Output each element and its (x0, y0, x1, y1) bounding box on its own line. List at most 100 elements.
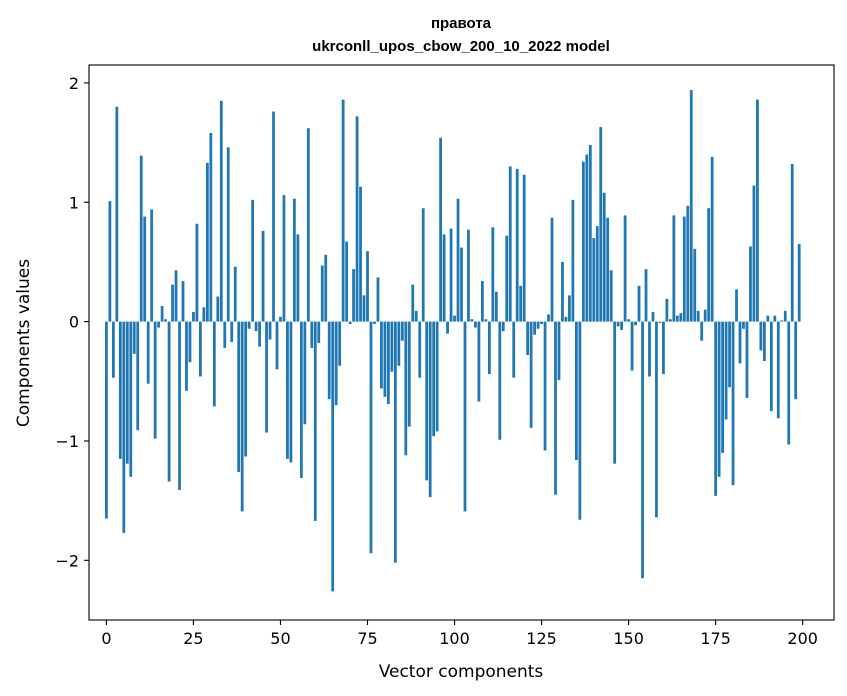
bar-57 (303, 321, 307, 425)
bar-175 (714, 321, 718, 496)
bar-118 (515, 168, 519, 322)
bar-111 (491, 227, 495, 322)
bar-170 (696, 310, 700, 322)
bar-138 (585, 154, 589, 322)
bar-96 (439, 137, 443, 322)
bar-15 (157, 321, 161, 328)
bar-12 (146, 321, 150, 384)
bar-121 (526, 321, 530, 356)
bar-199 (797, 244, 801, 322)
x-tick-label: 75 (357, 629, 377, 648)
bar-193 (776, 321, 780, 419)
bar-71 (352, 269, 355, 322)
bar-197 (790, 164, 794, 322)
bar-21 (178, 321, 181, 490)
bar-38 (237, 321, 241, 472)
chart-subtitle: ukrconll_upos_cbow_200_10_2022 model (312, 38, 610, 55)
bar-149 (623, 215, 627, 322)
bar-130 (557, 321, 561, 381)
x-tick-label: 125 (526, 629, 557, 648)
bar-72 (355, 116, 359, 322)
bar-103 (463, 321, 467, 512)
bar-139 (588, 144, 592, 322)
bar-171 (700, 321, 704, 341)
bar-168 (689, 90, 693, 322)
bar-68 (341, 99, 345, 322)
x-tick-label: 200 (787, 629, 818, 648)
bar-77 (373, 321, 376, 324)
bar-41 (247, 321, 251, 329)
plot-frame (88, 64, 835, 621)
bar-26 (195, 223, 199, 322)
bar-91 (421, 208, 425, 322)
bar-63 (324, 254, 328, 322)
bar-53 (289, 321, 293, 463)
bar-125 (540, 321, 543, 324)
bar-34 (223, 321, 227, 348)
bar-187 (756, 99, 759, 322)
bar-108 (481, 281, 484, 322)
bar-43 (254, 321, 258, 332)
bar-107 (477, 321, 481, 402)
bar-169 (693, 248, 697, 322)
bar-42 (251, 199, 255, 322)
bar-115 (505, 235, 509, 322)
bar-80 (383, 321, 387, 397)
bar-50 (279, 316, 282, 322)
bar-145 (609, 270, 613, 322)
bar-23 (185, 321, 188, 391)
bar-144 (606, 217, 610, 322)
bar-61 (317, 321, 321, 344)
bar-135 (574, 321, 578, 461)
bar-156 (648, 321, 651, 377)
bar-151 (630, 321, 634, 371)
bar-131 (561, 261, 564, 322)
bar-147 (616, 321, 620, 327)
bar-74 (362, 295, 366, 322)
bar-155 (644, 269, 648, 322)
bar-18 (167, 321, 171, 482)
bar-3 (115, 106, 119, 322)
bar-112 (494, 291, 498, 322)
bar-0 (105, 321, 108, 519)
bar-142 (599, 127, 603, 322)
bar-117 (512, 321, 516, 378)
bar-36 (230, 321, 234, 342)
x-tick-label: 175 (700, 629, 731, 648)
x-tick-label: 0 (101, 629, 111, 648)
bar-190 (766, 315, 770, 322)
bar-52 (286, 321, 289, 459)
bar-95 (435, 321, 439, 432)
bar-137 (581, 161, 585, 322)
bar-56 (299, 321, 303, 478)
bar-33 (219, 100, 223, 322)
bar-167 (686, 205, 690, 322)
bar-13 (150, 209, 154, 322)
bar-98 (446, 321, 449, 334)
bar-132 (564, 316, 568, 322)
bar-141 (595, 226, 599, 322)
bar-76 (369, 321, 373, 554)
bar-69 (345, 241, 349, 322)
bar-87 (407, 321, 411, 427)
bar-59 (310, 321, 314, 348)
bar-102 (460, 247, 463, 322)
bar-2 (111, 321, 115, 378)
bar-127 (547, 314, 550, 322)
bar-49 (275, 321, 279, 370)
bar-70 (348, 321, 352, 324)
x-axis-label: Vector components (379, 662, 544, 682)
bar-81 (387, 321, 390, 404)
bar-185 (749, 246, 752, 322)
x-tick-label: 100 (439, 629, 470, 648)
bar-128 (550, 217, 554, 322)
bar-9 (136, 321, 140, 431)
bar-46 (265, 321, 268, 433)
bar-172 (703, 309, 707, 322)
bar-101 (456, 198, 460, 322)
bar-47 (268, 321, 272, 340)
bar-1 (108, 201, 112, 322)
bar-136 (578, 321, 582, 520)
bar-179 (728, 321, 731, 388)
